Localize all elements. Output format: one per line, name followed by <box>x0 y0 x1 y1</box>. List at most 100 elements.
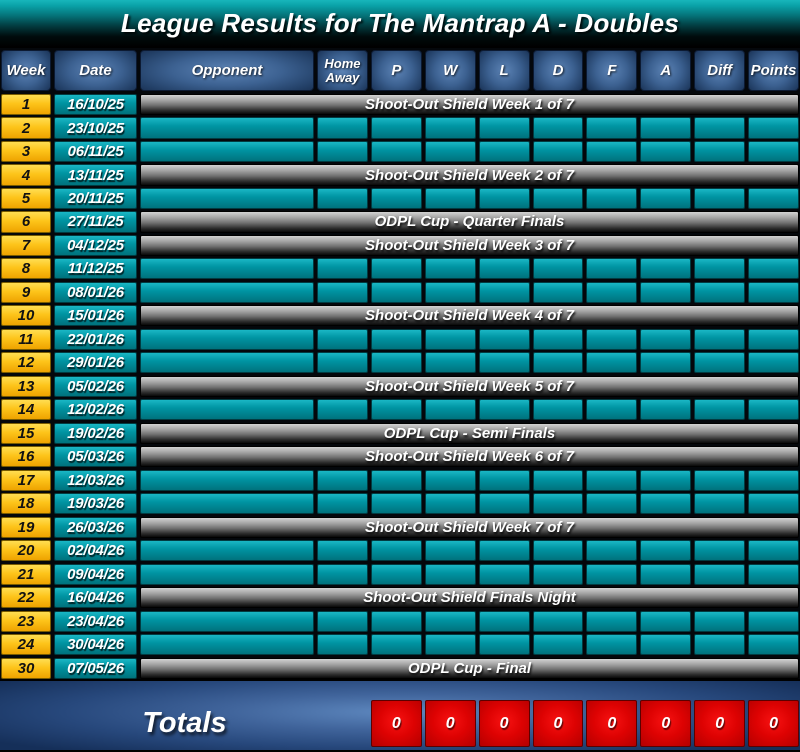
a-cell[interactable] <box>640 610 692 632</box>
diff-cell[interactable] <box>694 493 746 515</box>
a-cell[interactable] <box>640 563 692 585</box>
f-cell[interactable] <box>586 399 638 421</box>
p-cell[interactable] <box>370 258 422 280</box>
points-cell[interactable] <box>748 140 799 163</box>
home-away-cell[interactable] <box>317 328 368 350</box>
f-cell[interactable] <box>586 563 638 585</box>
d-cell[interactable] <box>532 258 584 280</box>
d-cell[interactable] <box>532 634 584 656</box>
column-header-a[interactable]: A <box>640 50 692 91</box>
a-cell[interactable] <box>640 634 692 656</box>
p-cell[interactable] <box>370 117 422 139</box>
f-cell[interactable] <box>586 634 638 656</box>
home-away-cell[interactable] <box>317 634 368 656</box>
column-header-points[interactable]: Points <box>748 50 799 91</box>
a-cell[interactable] <box>640 540 692 562</box>
l-cell[interactable] <box>478 469 530 491</box>
f-cell[interactable] <box>586 352 638 374</box>
p-cell[interactable] <box>370 328 422 350</box>
a-cell[interactable] <box>640 399 692 421</box>
column-header-w[interactable]: W <box>424 50 476 91</box>
column-header-date[interactable]: Date <box>54 50 137 91</box>
column-header-p[interactable]: P <box>370 50 422 91</box>
w-cell[interactable] <box>424 469 476 491</box>
a-cell[interactable] <box>640 281 692 303</box>
column-header-diff[interactable]: Diff <box>694 50 746 91</box>
f-cell[interactable] <box>586 328 638 350</box>
diff-cell[interactable] <box>694 328 746 350</box>
d-cell[interactable] <box>532 328 584 350</box>
p-cell[interactable] <box>370 281 422 303</box>
l-cell[interactable] <box>478 258 530 280</box>
diff-cell[interactable] <box>694 281 746 303</box>
a-cell[interactable] <box>640 140 692 163</box>
opponent-cell[interactable] <box>140 540 314 562</box>
points-cell[interactable] <box>748 258 799 280</box>
opponent-cell[interactable] <box>140 634 314 656</box>
home-away-cell[interactable] <box>317 610 368 632</box>
f-cell[interactable] <box>586 140 638 163</box>
diff-cell[interactable] <box>694 563 746 585</box>
d-cell[interactable] <box>532 493 584 515</box>
opponent-cell[interactable] <box>140 281 314 303</box>
f-cell[interactable] <box>586 469 638 491</box>
home-away-cell[interactable] <box>317 540 368 562</box>
points-cell[interactable] <box>748 540 799 562</box>
home-away-cell[interactable] <box>317 187 368 210</box>
a-cell[interactable] <box>640 328 692 350</box>
l-cell[interactable] <box>478 328 530 350</box>
d-cell[interactable] <box>532 140 584 163</box>
w-cell[interactable] <box>424 493 476 515</box>
l-cell[interactable] <box>478 117 530 139</box>
diff-cell[interactable] <box>694 634 746 656</box>
f-cell[interactable] <box>586 610 638 632</box>
opponent-cell[interactable] <box>140 258 314 280</box>
p-cell[interactable] <box>370 187 422 210</box>
f-cell[interactable] <box>586 258 638 280</box>
f-cell[interactable] <box>586 117 638 139</box>
diff-cell[interactable] <box>694 469 746 491</box>
w-cell[interactable] <box>424 117 476 139</box>
home-away-cell[interactable] <box>317 352 368 374</box>
w-cell[interactable] <box>424 540 476 562</box>
l-cell[interactable] <box>478 352 530 374</box>
d-cell[interactable] <box>532 563 584 585</box>
home-away-cell[interactable] <box>317 117 368 139</box>
p-cell[interactable] <box>370 610 422 632</box>
diff-cell[interactable] <box>694 352 746 374</box>
diff-cell[interactable] <box>694 258 746 280</box>
w-cell[interactable] <box>424 328 476 350</box>
w-cell[interactable] <box>424 563 476 585</box>
f-cell[interactable] <box>586 281 638 303</box>
p-cell[interactable] <box>370 493 422 515</box>
points-cell[interactable] <box>748 281 799 303</box>
column-header-opponent[interactable]: Opponent <box>140 50 314 91</box>
l-cell[interactable] <box>478 634 530 656</box>
d-cell[interactable] <box>532 469 584 491</box>
opponent-cell[interactable] <box>140 469 314 491</box>
w-cell[interactable] <box>424 634 476 656</box>
l-cell[interactable] <box>478 610 530 632</box>
d-cell[interactable] <box>532 187 584 210</box>
l-cell[interactable] <box>478 493 530 515</box>
p-cell[interactable] <box>370 540 422 562</box>
diff-cell[interactable] <box>694 540 746 562</box>
p-cell[interactable] <box>370 352 422 374</box>
home-away-cell[interactable] <box>317 258 368 280</box>
opponent-cell[interactable] <box>140 493 314 515</box>
diff-cell[interactable] <box>694 117 746 139</box>
p-cell[interactable] <box>370 399 422 421</box>
a-cell[interactable] <box>640 469 692 491</box>
d-cell[interactable] <box>532 540 584 562</box>
l-cell[interactable] <box>478 187 530 210</box>
w-cell[interactable] <box>424 352 476 374</box>
column-header-week[interactable]: Week <box>1 50 51 91</box>
a-cell[interactable] <box>640 187 692 210</box>
d-cell[interactable] <box>532 399 584 421</box>
d-cell[interactable] <box>532 117 584 139</box>
p-cell[interactable] <box>370 563 422 585</box>
l-cell[interactable] <box>478 281 530 303</box>
opponent-cell[interactable] <box>140 117 314 139</box>
d-cell[interactable] <box>532 352 584 374</box>
opponent-cell[interactable] <box>140 352 314 374</box>
